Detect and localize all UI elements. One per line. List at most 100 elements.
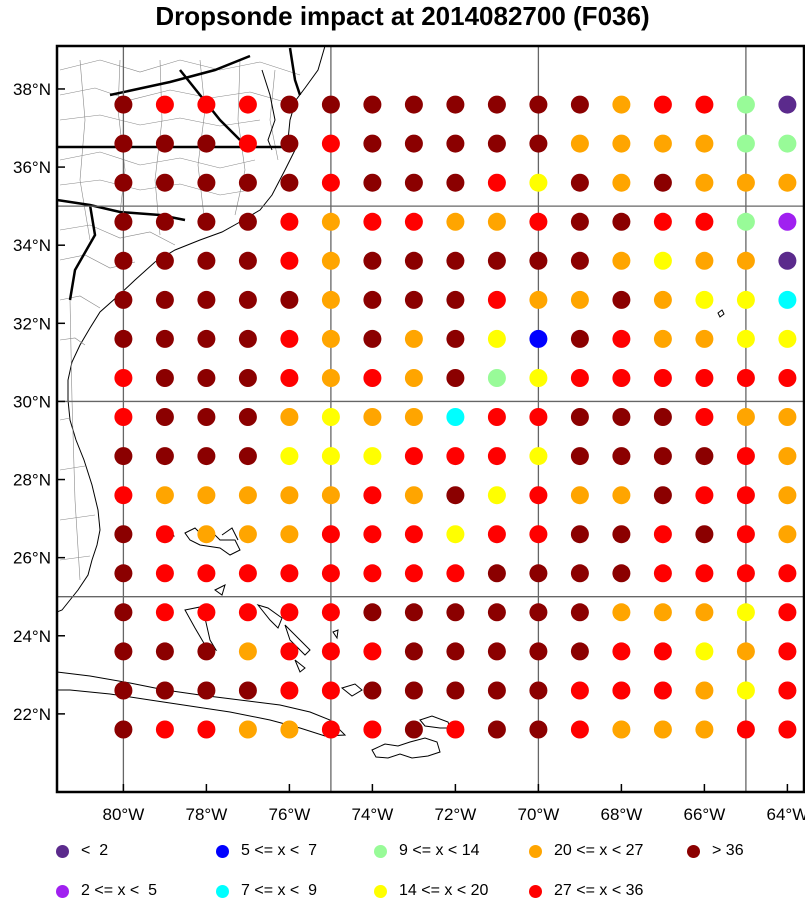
impact-dot [695,95,714,114]
impact-dot [570,564,589,583]
impact-dot [321,486,340,505]
impact-dot [363,720,382,739]
impact-dot [570,486,589,505]
x-tick-label: 72°W [435,805,477,824]
dots-layer [114,95,797,739]
impact-dot [197,95,216,114]
impact-dot [736,720,755,739]
impact-dot [155,329,174,348]
impact-dot [570,134,589,153]
impact-dot [653,642,672,661]
y-tick-label: 24°N [13,627,51,646]
impact-dot [321,173,340,192]
impact-dot [529,603,548,622]
impact-dot [778,212,797,231]
impact-dot [778,173,797,192]
impact-dot [612,447,631,466]
impact-dot [197,290,216,309]
impact-dot [197,408,216,426]
impact-dot [280,447,299,466]
impact-dot [778,525,797,544]
legend-item: 9 <= x < 14 [374,841,480,861]
impact-dot [197,681,216,700]
impact-dot [487,329,506,348]
impact-dot [529,173,548,192]
impact-dot [446,681,465,700]
impact-dot [653,212,672,231]
impact-dot [612,95,631,114]
impact-dot [570,95,589,114]
impact-dot [778,329,797,348]
impact-dot [197,525,216,544]
impact-dot [114,525,133,544]
impact-dot [612,290,631,309]
impact-dot [695,486,714,505]
impact-dot [114,486,133,505]
impact-dot [321,329,340,348]
impact-dot [197,329,216,348]
impact-dot [114,173,133,192]
impact-dot [778,369,797,387]
y-axis: 22°N 24°N 26°N 28°N 30°N 32°N 34°N 36°N 38°N [13,80,65,724]
impact-dot [570,642,589,661]
impact-dot [612,486,631,505]
y-tick-label: 38°N [13,80,51,99]
impact-dot [487,369,506,387]
impact-dot [487,251,506,270]
impact-dot [404,564,423,583]
impact-dot [695,603,714,622]
impact-dot [363,603,382,622]
impact-dot [529,447,548,466]
impact-dot [280,251,299,270]
legend-item: 27 <= x < 36 [529,881,643,901]
impact-dot [570,681,589,700]
impact-dot [321,525,340,544]
x-tick-label: 74°W [352,805,394,824]
impact-dot [570,212,589,231]
impact-dot [404,603,423,622]
impact-dot [778,486,797,505]
impact-dot [321,447,340,466]
legend-item: 2 <= x < 5 [56,881,157,901]
impact-dot [736,447,755,466]
impact-dot [114,251,133,270]
y-tick-label: 32°N [13,314,51,333]
x-tick-label: 80°W [103,805,145,824]
impact-dot [321,681,340,700]
impact-dot [653,447,672,466]
impact-dot [612,642,631,661]
y-tick-label: 36°N [13,158,51,177]
impact-dot [280,564,299,583]
y-tick-label: 34°N [13,236,51,255]
impact-dot [487,134,506,153]
impact-dot [238,564,257,583]
legend-swatch [56,844,69,858]
impact-dot [363,290,382,309]
impact-dot [197,447,216,466]
impact-dot [736,329,755,348]
impact-dot [695,134,714,153]
y-tick-label: 26°N [13,549,51,568]
impact-dot [446,173,465,192]
impact-dot [736,95,755,114]
impact-dot [404,486,423,505]
impact-dot [363,525,382,544]
impact-dot [487,290,506,309]
impact-dot [197,642,216,661]
impact-dot [238,642,257,661]
impact-dot [778,681,797,700]
impact-dot [155,212,174,231]
impact-dot [114,329,133,348]
impact-dot [487,173,506,192]
impact-dot [446,642,465,661]
impact-dot [446,408,465,426]
impact-dot [570,173,589,192]
impact-dot [238,408,257,426]
impact-dot [612,408,631,426]
impact-dot [529,212,548,231]
impact-dot [529,564,548,583]
y-tick-label: 30°N [13,392,51,411]
impact-dot [736,681,755,700]
impact-dot [238,329,257,348]
